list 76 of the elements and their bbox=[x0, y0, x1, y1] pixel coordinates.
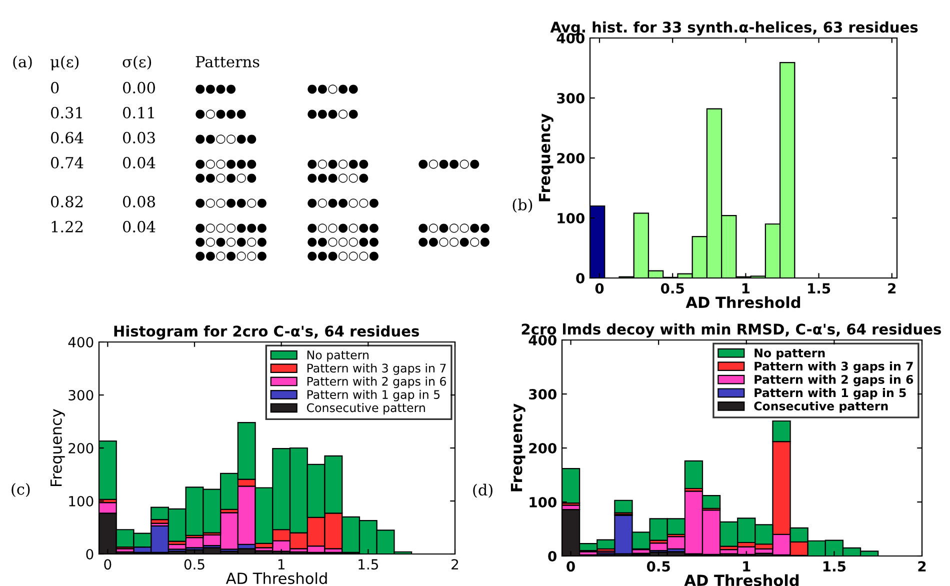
y-tick-label: 200 bbox=[529, 442, 556, 454]
y-axis-title: Frequency bbox=[510, 404, 526, 492]
y-axis-title: Frequency bbox=[50, 408, 65, 486]
text: 0.31 bbox=[51, 106, 82, 118]
legend-label: No pattern bbox=[754, 348, 825, 360]
text: 0 bbox=[51, 82, 59, 94]
text: 0.74 bbox=[51, 156, 84, 168]
x-tick-label: 0.5 bbox=[646, 561, 670, 572]
x-tick-label: 1 bbox=[742, 283, 750, 294]
x-tick-label: 0 bbox=[595, 283, 604, 294]
x-axis-title: AD Threshold bbox=[226, 572, 327, 584]
text: ●○●○○●● ●●○○●○● bbox=[418, 224, 490, 247]
x-tick-label: 1 bbox=[278, 559, 284, 570]
text: 0.00 bbox=[123, 82, 156, 94]
text: ●●●○● bbox=[308, 110, 358, 119]
y-tick-label: 100 bbox=[558, 212, 584, 224]
text: 1.22 bbox=[52, 220, 83, 232]
y-tick-label: 300 bbox=[68, 390, 94, 400]
y-tick-label: 300 bbox=[557, 92, 584, 104]
text: 0.04 bbox=[123, 220, 156, 232]
x-tick-label: 0 bbox=[104, 559, 112, 570]
y-tick-label: 200 bbox=[557, 152, 584, 164]
legend-label: Pattern with 1 gap in 5 bbox=[307, 390, 440, 402]
text: (d) bbox=[473, 484, 492, 498]
y-axis-title: Frequency bbox=[538, 114, 554, 202]
legend-label: Consecutive pattern bbox=[754, 401, 888, 413]
x-tick-label: 0.5 bbox=[660, 283, 684, 294]
text: ●○●○●● ●●●○○● bbox=[308, 160, 368, 183]
x-tick-label: 0.5 bbox=[184, 559, 204, 570]
category-label: μ(ε) bbox=[50, 56, 79, 70]
text: ●●○○●● bbox=[196, 134, 256, 144]
legend-label: Pattern with 2 gaps in 6 bbox=[307, 376, 446, 388]
legend-label: Pattern with 1 gap in 5 bbox=[754, 388, 906, 400]
y-tick-label: 0 bbox=[548, 550, 556, 562]
x-axis-title: AD Threshold bbox=[686, 296, 800, 308]
x-tick-label: 1.5 bbox=[808, 283, 830, 294]
text: (a) bbox=[13, 56, 32, 70]
y-tick-label: 0 bbox=[86, 548, 94, 560]
text: ●○○○●●● ●○●○●○● ●●○●○○● bbox=[196, 224, 266, 261]
text: 0.11 bbox=[123, 106, 154, 118]
y-tick-label: 100 bbox=[69, 496, 94, 506]
x-tick-label: 2 bbox=[452, 559, 458, 570]
text: ●●○●● bbox=[308, 84, 358, 94]
legend-label: Pattern with 2 gaps in 6 bbox=[754, 374, 914, 386]
x-tick-label: 1.5 bbox=[823, 561, 846, 572]
text: ●○○●○●● ●●○○○●● ●●●○○○● bbox=[308, 224, 378, 261]
text: ●○●●● bbox=[196, 110, 246, 119]
y-tick-label: 200 bbox=[68, 442, 94, 454]
x-tick-label: 2 bbox=[918, 561, 926, 572]
legend-label: No pattern bbox=[307, 350, 368, 362]
text: ●○○●●○● bbox=[196, 198, 266, 208]
y-tick-label: 400 bbox=[68, 336, 94, 348]
x-axis-title: AD Threshold bbox=[684, 574, 799, 586]
text: ●○●●○● bbox=[418, 160, 480, 169]
x-tick-label: 1 bbox=[743, 561, 750, 572]
chart-title: Histogram for 2cro C-α's, 64 residues bbox=[114, 325, 419, 340]
x-tick-label: 2 bbox=[888, 283, 896, 294]
text: ●○○●●● ●●○●○● bbox=[196, 160, 256, 183]
text: ●○●●○○● bbox=[308, 198, 378, 208]
legend-label: Pattern with 3 gaps in 7 bbox=[307, 363, 446, 375]
y-tick-label: 100 bbox=[530, 496, 556, 508]
category-label: Patterns bbox=[196, 56, 260, 68]
text: 0.08 bbox=[123, 196, 155, 208]
category-label: σ(ε) bbox=[122, 56, 152, 70]
text: (c) bbox=[12, 483, 30, 497]
text: ●●●● bbox=[196, 84, 236, 94]
x-tick-label: 1.5 bbox=[358, 559, 378, 570]
text: 0.03 bbox=[123, 132, 155, 144]
text: (b) bbox=[512, 198, 532, 213]
legend-label: Pattern with 3 gaps in 7 bbox=[754, 361, 913, 373]
y-tick-label: 0 bbox=[576, 272, 584, 284]
text: 0.04 bbox=[123, 156, 156, 168]
legend-label: Consecutive pattern bbox=[306, 403, 425, 414]
text: 0.64 bbox=[51, 132, 84, 144]
text: 0.82 bbox=[51, 196, 83, 208]
y-tick-label: 300 bbox=[529, 388, 556, 400]
